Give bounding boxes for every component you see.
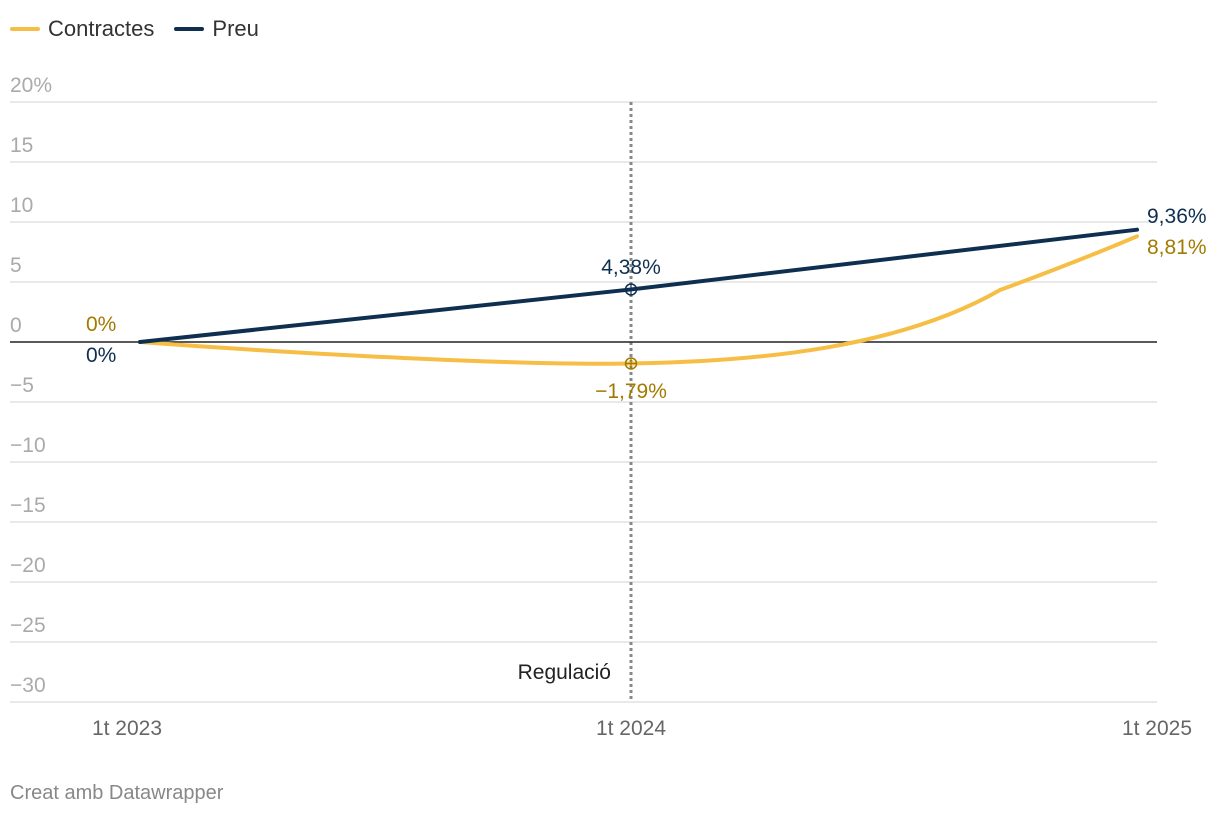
y-tick-label: 0 bbox=[10, 314, 22, 337]
legend-item-contractes: Contractes bbox=[10, 16, 154, 42]
y-tick-label: 20% bbox=[10, 74, 52, 97]
legend-swatch-contractes bbox=[10, 27, 40, 31]
y-tick-label: 5 bbox=[10, 254, 22, 277]
y-tick-label: −25 bbox=[10, 614, 46, 637]
data-label-contractes: 0% bbox=[86, 313, 116, 336]
x-tick-label: 1t 2024 bbox=[596, 717, 666, 740]
data-label-contractes: 8,81% bbox=[1147, 236, 1207, 259]
legend-item-preu: Preu bbox=[174, 16, 259, 42]
y-tick-label: −30 bbox=[10, 674, 46, 697]
y-tick-label: −15 bbox=[10, 494, 46, 517]
data-label-contractes: −1,79% bbox=[595, 380, 667, 403]
data-label-preu: 4,38% bbox=[601, 256, 661, 279]
annotation-label: Regulació bbox=[518, 661, 611, 684]
y-tick-label: 15 bbox=[10, 134, 33, 157]
y-tick-label: −10 bbox=[10, 434, 46, 457]
legend-swatch-preu bbox=[174, 27, 205, 31]
chart-legend: Contractes Preu bbox=[10, 16, 279, 42]
series-line-contractes bbox=[138, 234, 1139, 366]
y-tick-label: −20 bbox=[10, 554, 46, 577]
x-tick-label: 1t 2023 bbox=[92, 717, 162, 740]
legend-label-preu: Preu bbox=[212, 16, 259, 41]
y-tick-label: 10 bbox=[10, 194, 33, 217]
series-line-preu bbox=[138, 227, 1139, 344]
legend-label-contractes: Contractes bbox=[48, 16, 155, 41]
footer-credit: Creat amb Datawrapper bbox=[10, 782, 224, 804]
x-tick-label: 1t 2025 bbox=[1122, 717, 1192, 740]
data-label-preu: 0% bbox=[86, 344, 116, 367]
data-label-preu: 9,36% bbox=[1147, 205, 1207, 228]
y-tick-label: −5 bbox=[10, 374, 34, 397]
